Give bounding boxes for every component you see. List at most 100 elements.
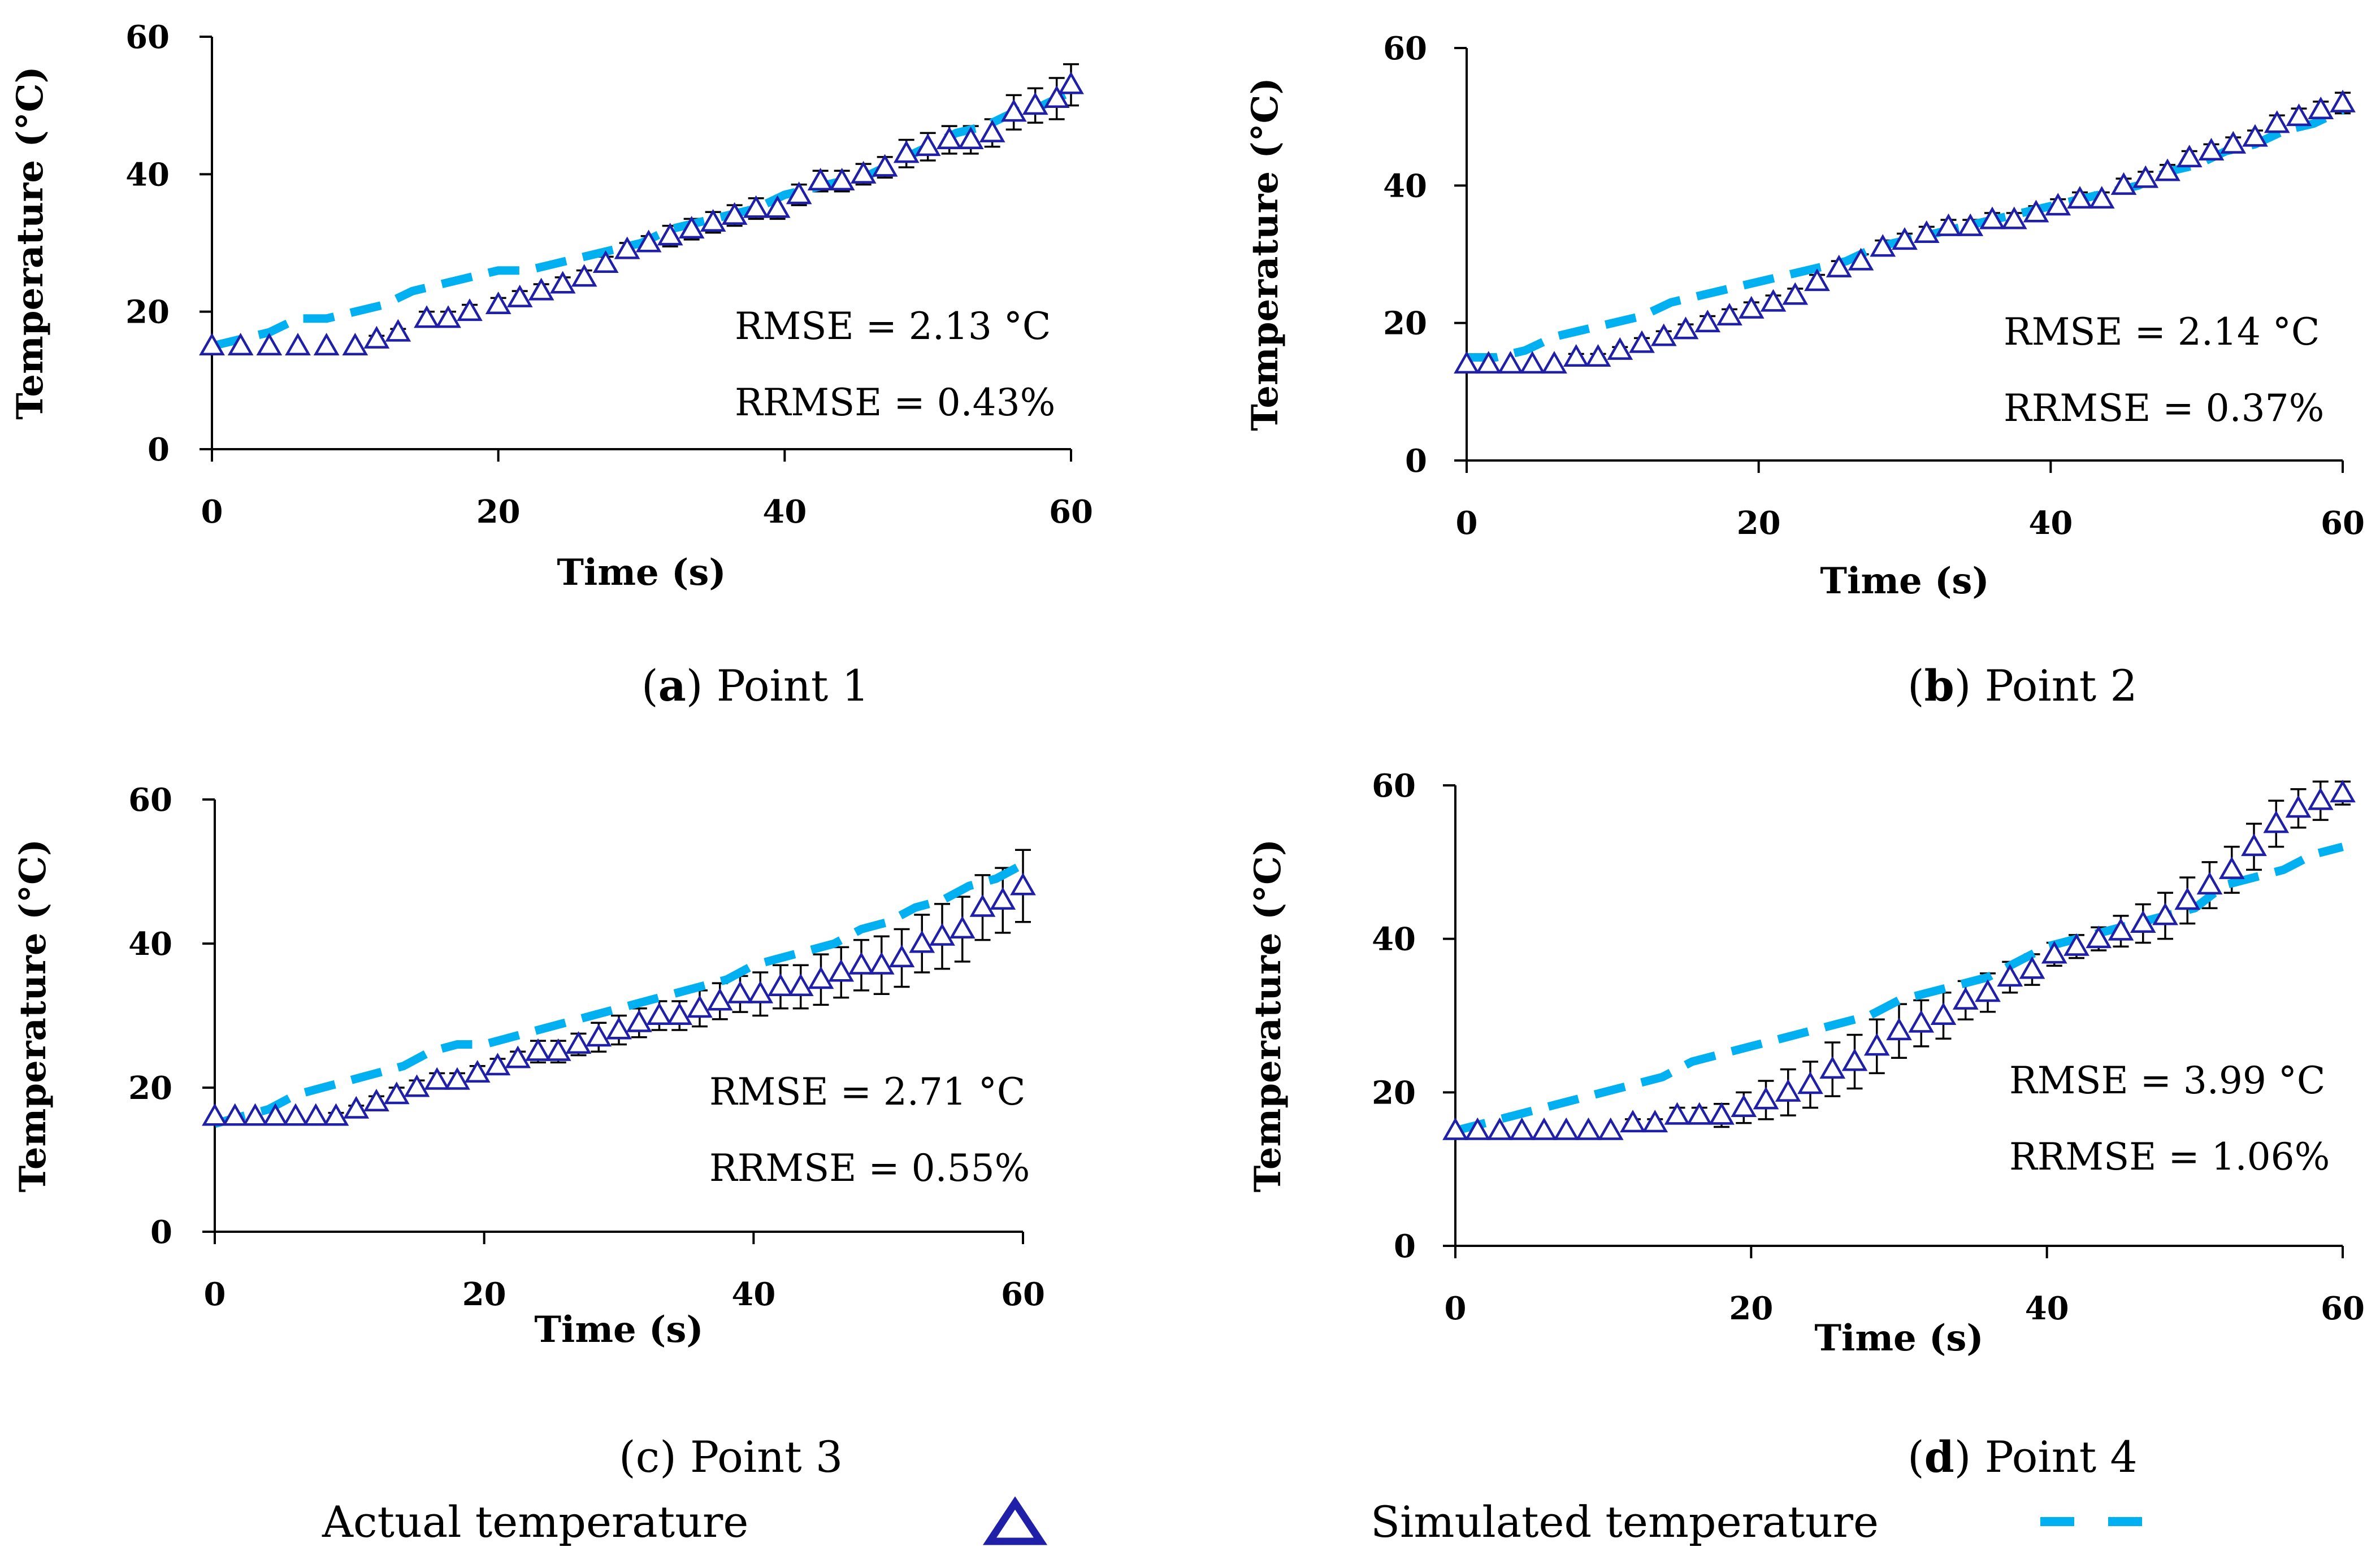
actual-temperature-point (199, 332, 225, 355)
actual-temperature-point (687, 995, 713, 1018)
actual-temperature-point (829, 167, 855, 190)
caption-close-paren: ) (660, 1432, 677, 1482)
actual-temperature-point (1620, 1110, 1646, 1133)
caption-open-paren: ( (641, 660, 658, 711)
actual-temperature-point (2220, 131, 2247, 154)
actual-temperature-point (485, 291, 511, 314)
caption-close-paren: ) (1954, 1432, 1971, 1482)
error-bars (369, 63, 1079, 344)
actual-temperature-point (909, 930, 935, 953)
x-axis-label: Time (s) (557, 551, 726, 594)
actual-temperature-point (1997, 964, 2023, 987)
actual-temperature-point (592, 250, 619, 273)
y-axis-label: Temperature (°C) (1244, 77, 1286, 431)
actual-temperature-point (1731, 1094, 1757, 1117)
actual-temperature-point (787, 973, 814, 996)
actual-temperature-point (2019, 956, 2045, 979)
actual-temperature-markers (1442, 780, 2356, 1140)
y-tick-label: 40 (1372, 921, 1416, 958)
actual-temperature-point (545, 1038, 571, 1061)
actual-temperature-point (657, 223, 683, 246)
x-tick-label: 0 (201, 493, 223, 531)
actual-temperature-point (302, 1103, 329, 1126)
actual-temperature-point (2308, 96, 2334, 119)
actual-temperature-point (786, 181, 812, 205)
actual-temperature-point (1475, 351, 1502, 374)
actual-temperature-point (2198, 137, 2225, 160)
legend-simulated-label: Simulated temperature (1371, 1497, 1879, 1547)
actual-temperature-point (936, 126, 963, 149)
actual-temperature-point (868, 951, 895, 975)
rrmse-annotation: RRMSE = 0.55% (709, 1146, 1030, 1190)
actual-temperature-point (525, 1038, 551, 1061)
actual-temperature-point (2067, 186, 2093, 209)
actual-temperature-point (1043, 85, 1070, 108)
x-tick-label: 60 (1001, 1276, 1045, 1313)
actual-temperature-point (1863, 1033, 1890, 1056)
actual-temperature-point (414, 305, 440, 328)
actual-temperature-point (1753, 1087, 1779, 1110)
y-tick-label: 0 (150, 1214, 172, 1251)
y-tick-label: 0 (1405, 442, 1427, 480)
caption-text: Point 3 (677, 1432, 843, 1482)
caption-close-paren: ) (686, 660, 703, 711)
actual-temperature-point (1782, 282, 1809, 305)
actual-temperature-point (808, 966, 834, 989)
actual-temperature-point (1979, 206, 2005, 229)
caption-open-paren: ( (1908, 660, 1924, 711)
chart-panel-c: 0 20 40 60 0 20 40 60 Temperature (°C) Time (s) RM… (12, 781, 1045, 1351)
actual-temperature-point (1454, 351, 1480, 374)
actual-temperature-point (2286, 103, 2312, 127)
y-axis-label: Temperature (°C) (1247, 839, 1289, 1193)
actual-temperature-point (2176, 145, 2203, 168)
actual-temperature-point (1563, 344, 1589, 367)
actual-temperature-point (1642, 1110, 1668, 1133)
y-tick-label: 40 (125, 156, 170, 193)
actual-temperature-point (283, 1103, 309, 1126)
actual-temperature-point (1819, 1056, 1846, 1079)
actual-temperature-point (1775, 1079, 1801, 1102)
actual-temperature-point (957, 126, 984, 149)
actual-temperature-point (202, 1103, 228, 1126)
x-axis-label: Time (s) (1814, 1317, 1983, 1359)
actual-temperature-point (2285, 795, 2312, 818)
actual-temperature-point (990, 887, 1016, 910)
actual-temperature-point (385, 319, 411, 342)
actual-temperature-point (721, 202, 748, 225)
caption-close-paren: ) (1954, 660, 1971, 711)
x-tick-label: 0 (204, 1276, 226, 1313)
actual-temperature-point (2023, 199, 2049, 223)
actual-temperature-point (363, 1088, 389, 1111)
actual-temperature-point (678, 216, 705, 239)
caption-text: Point 1 (703, 660, 869, 711)
caption-open-paren: ( (619, 1432, 636, 1482)
actual-temperature-point (424, 1067, 450, 1090)
actual-temperature-point (727, 980, 753, 1003)
actual-temperature-point (614, 236, 640, 259)
caption-text: Point 2 (1971, 660, 2137, 711)
actual-temperature-markers (199, 71, 1084, 355)
actual-temperature-point (706, 988, 733, 1011)
actual-temperature-point (1531, 1117, 1557, 1140)
actual-temperature-point (888, 944, 915, 967)
actual-temperature-point (700, 208, 726, 232)
y-tick-label: 20 (125, 294, 170, 331)
actual-temperature-point (256, 332, 283, 355)
actual-temperature-point (1010, 872, 1036, 896)
actual-temperature-point (1553, 1117, 1580, 1140)
y-tick-label: 60 (128, 781, 172, 819)
caption-letter: c (636, 1432, 660, 1482)
actual-temperature-point (549, 271, 576, 294)
x-axis-label: Time (s) (1820, 560, 1989, 602)
caption-open-paren: ( (1908, 1432, 1924, 1482)
panel-caption-d: (d) Point 4 (1908, 1432, 2138, 1482)
actual-temperature-point (807, 167, 834, 190)
chart-panel-d: 0 20 40 60 0 20 40 60 Temperature (°C) Time (s) RM… (1247, 767, 2365, 1359)
actual-temperature-point (1870, 234, 1896, 257)
legend-actual-label: Actual temperature (322, 1497, 748, 1547)
actual-temperature-point (626, 1009, 652, 1032)
actual-temperature-point (2307, 787, 2334, 810)
actual-temperature-point (929, 923, 955, 946)
actual-temperature-point (1841, 1048, 1868, 1071)
panel-caption-a: (a) Point 1 (641, 660, 869, 711)
